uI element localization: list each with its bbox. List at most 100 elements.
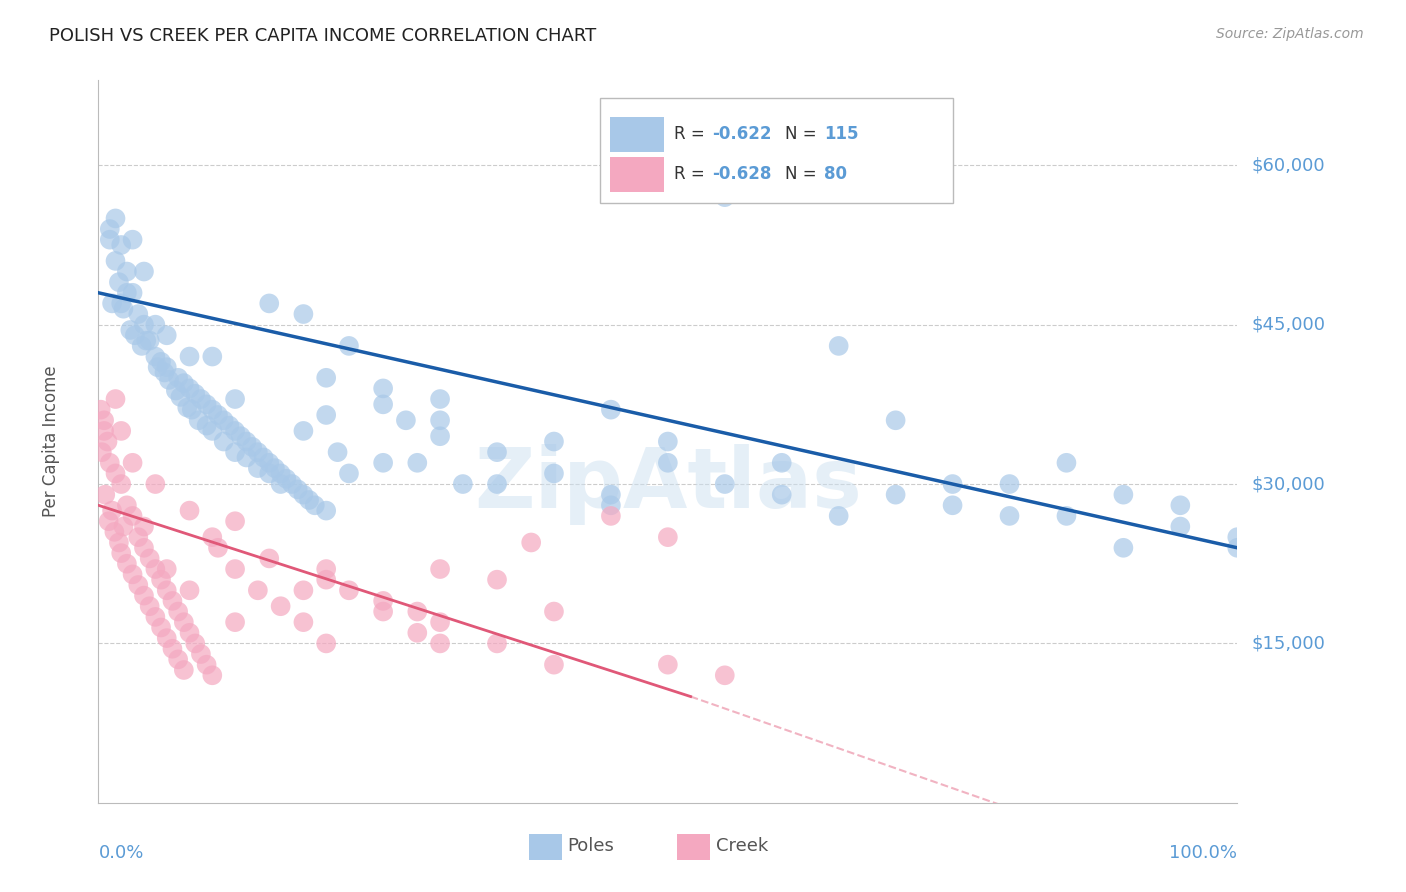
Point	[162, 594, 184, 608]
Text: $30,000: $30,000	[1251, 475, 1324, 493]
Point	[132, 589, 155, 603]
Text: 115: 115	[824, 126, 859, 144]
Point	[714, 668, 737, 682]
Point	[770, 456, 793, 470]
Point	[224, 514, 246, 528]
Point	[115, 557, 138, 571]
Point	[371, 594, 394, 608]
Point	[246, 445, 269, 459]
Text: R =: R =	[673, 165, 710, 183]
Point	[315, 408, 337, 422]
Point	[169, 390, 191, 404]
Point	[115, 264, 138, 278]
Point	[156, 631, 179, 645]
Point	[110, 238, 132, 252]
Text: 100.0%: 100.0%	[1170, 845, 1237, 863]
Point	[184, 636, 207, 650]
Point	[770, 488, 793, 502]
Point	[131, 339, 153, 353]
Text: $45,000: $45,000	[1251, 316, 1326, 334]
FancyBboxPatch shape	[529, 834, 562, 860]
Point	[270, 477, 292, 491]
Text: Per Capita Income: Per Capita Income	[42, 366, 59, 517]
Point	[543, 467, 565, 481]
Point	[235, 434, 257, 449]
Point	[543, 657, 565, 672]
Point	[156, 328, 179, 343]
Point	[406, 456, 429, 470]
Point	[406, 625, 429, 640]
Point	[429, 562, 451, 576]
Point	[124, 328, 146, 343]
Point	[110, 296, 132, 310]
Point	[156, 360, 179, 375]
Text: 0.0%: 0.0%	[98, 845, 143, 863]
Point	[486, 636, 509, 650]
Point	[229, 429, 252, 443]
Point	[1112, 488, 1135, 502]
Point	[235, 450, 257, 465]
Point	[190, 392, 212, 406]
Point	[337, 583, 360, 598]
Point	[145, 477, 167, 491]
Text: 80: 80	[824, 165, 846, 183]
FancyBboxPatch shape	[599, 98, 953, 203]
Point	[270, 599, 292, 614]
Point	[246, 461, 269, 475]
Point	[156, 583, 179, 598]
Point	[998, 477, 1021, 491]
Point	[138, 334, 160, 348]
Point	[195, 418, 218, 433]
Point	[115, 498, 138, 512]
Point	[395, 413, 418, 427]
Point	[224, 562, 246, 576]
Point	[315, 573, 337, 587]
Point	[371, 381, 394, 395]
Point	[201, 402, 224, 417]
Point	[187, 413, 209, 427]
Point	[165, 384, 187, 398]
Point	[145, 610, 167, 624]
Point	[201, 424, 224, 438]
Point	[270, 467, 292, 481]
Point	[104, 253, 127, 268]
Point	[108, 535, 131, 549]
Point	[298, 493, 321, 508]
Point	[110, 424, 132, 438]
Point	[1170, 498, 1192, 512]
Point	[371, 605, 394, 619]
Point	[103, 524, 125, 539]
Point	[543, 434, 565, 449]
Point	[486, 445, 509, 459]
Point	[224, 392, 246, 406]
Point	[121, 567, 143, 582]
Point	[104, 392, 127, 406]
Point	[212, 434, 235, 449]
Point	[201, 668, 224, 682]
Point	[429, 429, 451, 443]
Point	[259, 296, 281, 310]
Point	[145, 350, 167, 364]
Point	[132, 318, 155, 332]
Point	[110, 477, 132, 491]
Point	[90, 402, 112, 417]
Point	[184, 386, 207, 401]
Point	[110, 546, 132, 560]
Point	[998, 508, 1021, 523]
Text: -0.628: -0.628	[713, 165, 772, 183]
Point	[138, 551, 160, 566]
Point	[264, 461, 287, 475]
Text: Poles: Poles	[568, 838, 614, 855]
Point	[112, 519, 135, 533]
Point	[224, 424, 246, 438]
Point	[201, 530, 224, 544]
Point	[429, 392, 451, 406]
Point	[657, 456, 679, 470]
Point	[179, 503, 201, 517]
Point	[101, 503, 124, 517]
Text: R =: R =	[673, 126, 710, 144]
Point	[173, 376, 195, 390]
Point	[326, 445, 349, 459]
Point	[1056, 456, 1078, 470]
Point	[828, 339, 851, 353]
